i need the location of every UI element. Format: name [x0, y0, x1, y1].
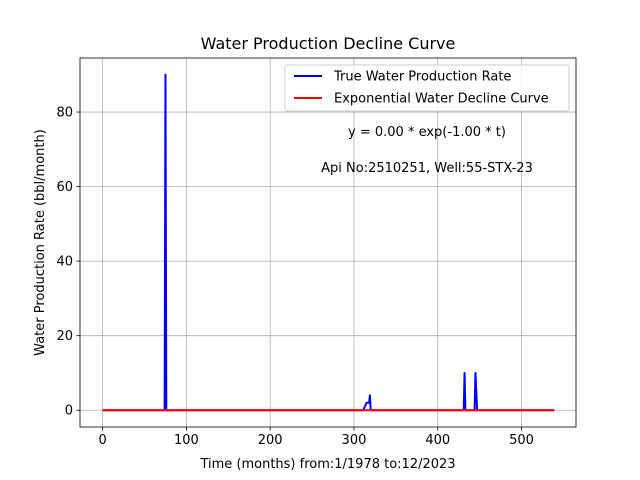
y-tick-label: 80: [56, 106, 73, 121]
axis-ticks: 0 100 200 300 400 500 0 20 40 60 80: [56, 106, 534, 448]
equation-annotation: y = 0.00 * exp(-1.00 * t): [348, 125, 506, 140]
legend: True Water Production Rate Exponential W…: [284, 64, 570, 112]
x-tick-label: 0: [98, 433, 106, 448]
grid: [80, 58, 576, 427]
x-tick-label: 400: [425, 433, 450, 448]
y-tick-label: 20: [56, 329, 73, 344]
y-axis-label: Water Production Rate (bbl/month): [33, 129, 48, 356]
y-tick-label: 60: [56, 180, 73, 195]
well-annotation: Api No:2510251, Well:55-STX-23: [321, 161, 533, 176]
series-layer: [102, 73, 555, 412]
x-tick-label: 200: [258, 433, 283, 448]
legend-label-exponential-decline: Exponential Water Decline Curve: [334, 92, 549, 107]
legend-box: [284, 64, 570, 112]
x-axis-label: Time (months) from:1/1978 to:12/2023: [199, 457, 455, 472]
plot-area-frame: [79, 57, 577, 428]
x-tick-label: 500: [509, 433, 534, 448]
x-tick-label: 300: [342, 433, 367, 448]
series-line-true-water-rate: [102, 73, 555, 412]
y-tick-label: 40: [56, 255, 73, 270]
y-tick-label: 0: [65, 404, 73, 419]
legend-label-true-water-rate: True Water Production Rate: [333, 70, 511, 85]
x-tick-label: 100: [174, 433, 199, 448]
chart-title: Water Production Decline Curve: [201, 34, 456, 53]
